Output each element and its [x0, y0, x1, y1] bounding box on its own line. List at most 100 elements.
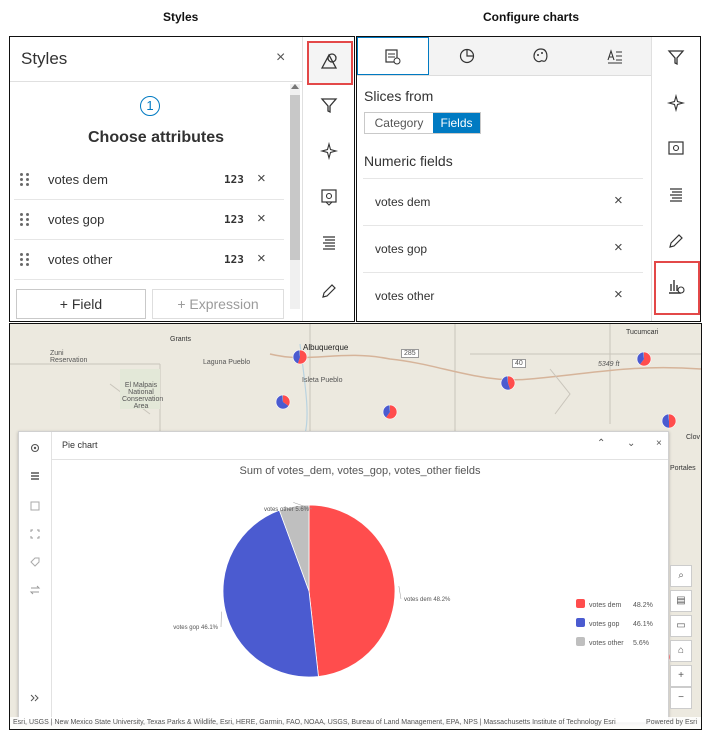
styles-toolbar [302, 37, 354, 321]
map-label: Zuni Reservation [50, 350, 88, 364]
fields-icon[interactable] [666, 185, 686, 205]
slice-leader-line [398, 586, 402, 600]
data-settings-icon [385, 49, 401, 65]
layers-icon[interactable]: ▤ [670, 590, 692, 612]
fields-icon[interactable] [319, 233, 339, 253]
scroll-up-icon[interactable] [291, 84, 299, 89]
attribution-text: Esri, USGS | New Mexico State University… [13, 719, 616, 726]
filter-icon[interactable] [319, 95, 339, 115]
pie-slice[interactable] [308, 504, 396, 677]
numeric-field-row[interactable]: votes dem × [363, 178, 643, 225]
attribute-row[interactable]: votes other 123 × [14, 241, 284, 280]
charts-tool-highlight[interactable] [654, 261, 700, 315]
field-label: votes dem [375, 195, 431, 209]
attribute-row[interactable]: votes dem 123 × [14, 161, 284, 200]
styles-header: Styles × [10, 37, 302, 82]
field-label: votes other [375, 289, 435, 303]
tab-data[interactable] [357, 37, 429, 75]
home-icon[interactable]: ⌂ [670, 640, 692, 662]
numeric-field-row[interactable]: votes other × [363, 272, 643, 319]
collapse-down-button[interactable]: ⌄ [627, 438, 636, 449]
zoom-to-icon[interactable] [29, 528, 41, 540]
map-pie-symbol[interactable] [275, 394, 291, 410]
collapse-up-button[interactable]: ⌃ [597, 438, 606, 449]
legend-label: votes other [589, 640, 624, 647]
close-chart-button[interactable]: × [656, 438, 662, 449]
map-pie-symbol[interactable] [661, 413, 677, 429]
segment-fields[interactable]: Fields [433, 113, 480, 133]
map-pie-symbol[interactable] [382, 404, 398, 420]
powered-by[interactable]: Powered by Esri [646, 719, 697, 726]
edit-icon[interactable] [666, 231, 686, 251]
zoom-out-button[interactable]: − [670, 687, 692, 709]
pie-slice[interactable] [278, 504, 310, 592]
tag-icon[interactable] [29, 556, 41, 568]
remove-attribute-button[interactable]: × [257, 250, 266, 267]
drag-handle-icon[interactable] [20, 173, 30, 187]
effects-icon[interactable] [319, 141, 339, 161]
add-field-button[interactable]: + Field [16, 289, 146, 319]
map-label: Clov [686, 434, 701, 441]
remove-field-button[interactable]: × [614, 239, 623, 256]
swap-icon[interactable] [29, 584, 41, 596]
drag-handle-icon[interactable] [20, 213, 30, 227]
map-label: Tucumcari [626, 329, 659, 336]
segment-category[interactable]: Category [374, 116, 424, 130]
configure-charts-icon[interactable] [666, 276, 686, 296]
remove-field-button[interactable]: × [614, 286, 623, 303]
remove-field-button[interactable]: × [614, 192, 623, 209]
filter-icon[interactable] [666, 47, 686, 67]
attribute-label: votes dem [48, 172, 108, 187]
chart-window-title: Pie chart [62, 440, 98, 450]
effects-icon[interactable] [666, 93, 686, 113]
add-expression-button[interactable]: + Expression [152, 289, 284, 319]
map-pie-symbol[interactable] [292, 349, 308, 365]
map-pie-symbol[interactable] [636, 351, 652, 367]
tab-chart[interactable] [431, 37, 503, 75]
map-label: Portales [670, 465, 696, 472]
display-icon[interactable]: ▭ [670, 615, 692, 637]
styles-tool-highlight[interactable] [307, 41, 353, 85]
styles-icon[interactable] [319, 51, 339, 71]
close-button[interactable]: × [276, 49, 286, 66]
map-label: El Malpais National Conservation Area [122, 382, 164, 410]
attribute-label: votes gop [48, 212, 105, 227]
remove-attribute-button[interactable]: × [257, 170, 266, 187]
edit-icon[interactable] [319, 281, 339, 301]
remove-attribute-button[interactable]: × [257, 210, 266, 227]
numeric-field-row[interactable]: votes gop × [363, 225, 643, 272]
list-icon[interactable] [29, 470, 41, 482]
gear-icon[interactable] [29, 442, 41, 454]
legend-swatch [576, 637, 585, 646]
scrollbar-thumb[interactable] [290, 95, 300, 260]
tab-text[interactable] [579, 37, 651, 75]
legend-swatch [576, 618, 585, 627]
expand-icon[interactable] [29, 692, 41, 704]
search-icon[interactable]: ⌕ [670, 565, 692, 587]
drag-handle-icon[interactable] [20, 253, 30, 267]
map-label: 40 [512, 359, 526, 368]
text-format-icon [607, 49, 622, 64]
step-number: 1 [140, 96, 160, 116]
chart-title: Sum of votes_dem, votes_gop, votes_other… [240, 465, 481, 477]
map-pie-symbols [275, 349, 677, 665]
tab-style[interactable] [505, 37, 577, 75]
palette-icon [533, 48, 548, 63]
configure-toolbar [651, 37, 700, 321]
configure-popup-icon[interactable] [666, 139, 686, 159]
step-title: Choose attributes [87, 129, 224, 146]
map-pie-symbol[interactable] [500, 375, 516, 391]
slices-segmented-control[interactable]: Category Fields [364, 112, 481, 134]
slice-data-label: votes dem 48.2% [404, 597, 451, 603]
numeric-fields-label: Numeric fields [364, 153, 453, 169]
legend-value: 5.6% [633, 640, 649, 647]
configure-charts-panel: Slices from Category Fields Numeric fiel… [356, 36, 701, 322]
map-label: Isleta Pueblo [302, 377, 343, 384]
zoom-in-button[interactable]: + [670, 665, 692, 687]
legend-value: 48.2% [633, 602, 653, 609]
chart-window: Pie chart ⌃ ⌄ × Sum of votes_dem, votes_… [18, 431, 669, 723]
configure-popup-icon[interactable] [319, 187, 339, 207]
attribute-row[interactable]: votes gop 123 × [14, 201, 284, 240]
map-view[interactable]: Grants Albuquerque Zuni Reservation Lagu… [9, 323, 702, 730]
table-icon[interactable] [29, 500, 41, 512]
